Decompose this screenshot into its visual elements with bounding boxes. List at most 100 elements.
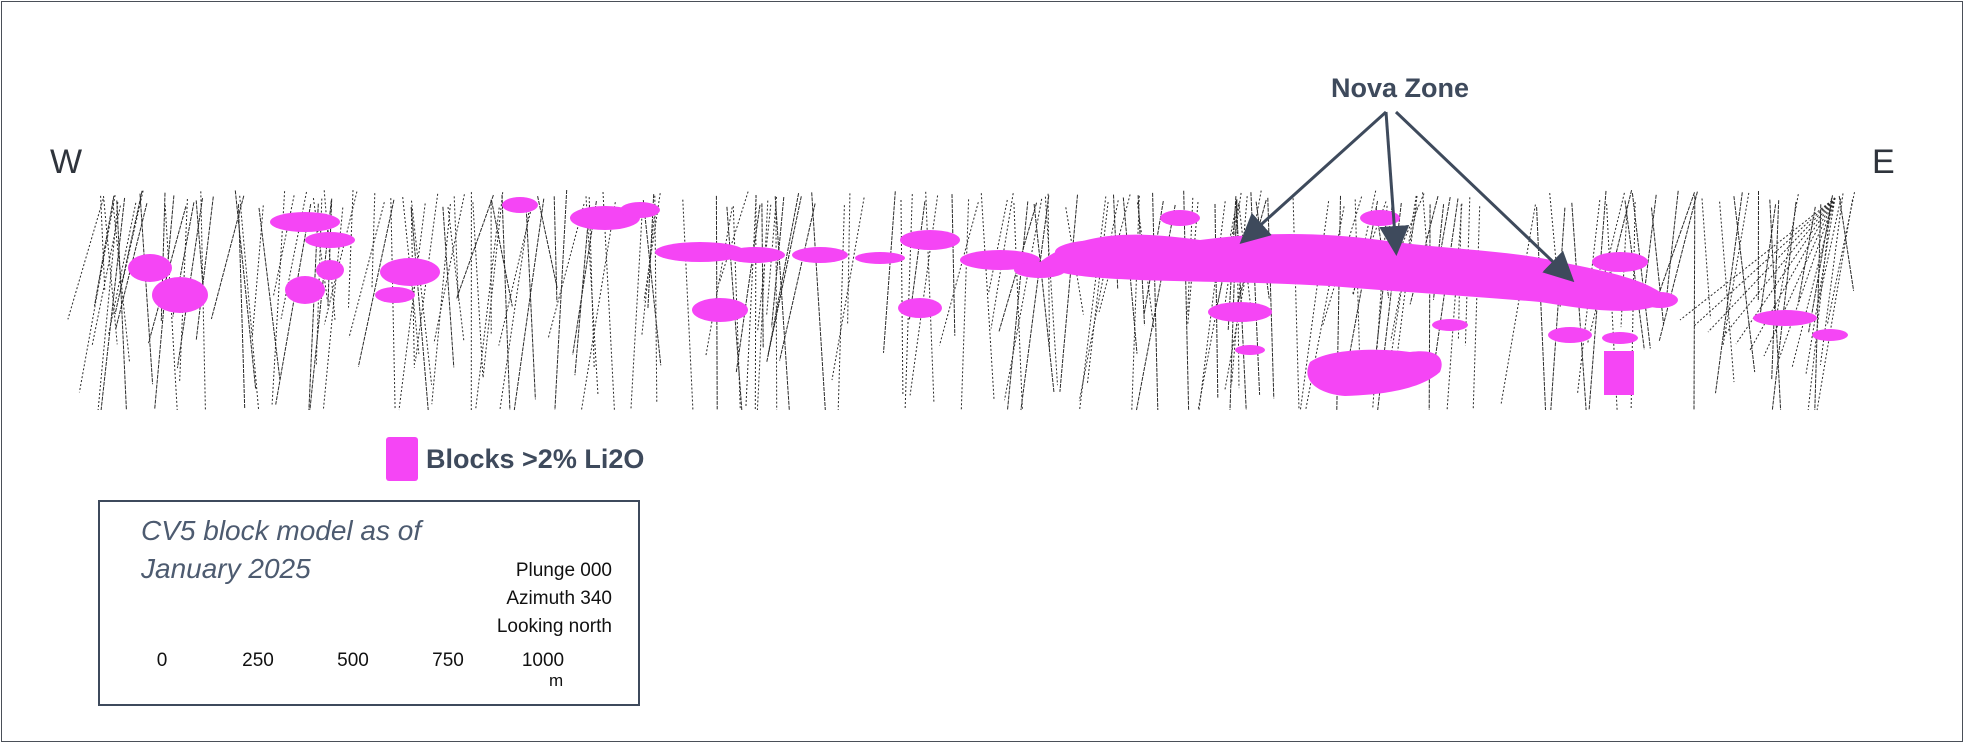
drillhole-trace — [97, 201, 119, 411]
drillhole-trace — [234, 190, 257, 390]
drillhole-trace — [1292, 194, 1300, 411]
drillhole-trace — [475, 207, 500, 411]
drillhole-trace — [410, 206, 415, 368]
drillhole-trace — [431, 204, 451, 405]
azimuth-label: Azimuth 340 — [506, 588, 612, 609]
drillhole-trace — [1136, 204, 1176, 411]
drillhole-trace — [553, 196, 558, 302]
drillhole-trace — [258, 207, 281, 380]
drillhole-trace — [537, 195, 558, 289]
drillhole-trace — [1818, 198, 1842, 303]
drillhole-trace — [525, 198, 536, 400]
drillhole-trace — [455, 194, 494, 300]
scale-tick-label: 500 — [337, 650, 369, 671]
drillhole-trace — [1078, 200, 1119, 402]
drillhole-trace — [1763, 197, 1836, 357]
drillhole-trace — [1807, 198, 1832, 411]
drillhole-trace — [433, 194, 465, 344]
drillhole-trace — [1550, 207, 1566, 411]
drillhole-trace — [1791, 197, 1836, 369]
drillhole-trace — [1020, 195, 1050, 411]
drillhole-trace — [114, 190, 143, 315]
block-cluster — [1548, 327, 1592, 343]
drillhole-trace — [1624, 200, 1645, 350]
drillhole-trace — [1838, 195, 1855, 291]
drillhole-trace — [1760, 204, 1777, 313]
nova-arrow-right — [1394, 110, 1575, 283]
drillhole-trace — [442, 206, 455, 368]
drillhole-trace — [554, 189, 568, 411]
model-title-line-1: CV5 block model as of — [141, 515, 422, 546]
drillhole-trace — [323, 190, 336, 321]
drillhole-trace — [1224, 190, 1262, 391]
block-cluster — [285, 276, 325, 304]
scale-tick-label: 250 — [242, 650, 274, 671]
drillhole-trace — [547, 203, 585, 339]
drillhole-trace — [1446, 203, 1463, 411]
drillhole-trace — [410, 207, 429, 411]
drillhole-trace — [1658, 191, 1698, 342]
drillhole-trace — [883, 191, 896, 353]
drillhole-trace — [78, 195, 116, 393]
drillhole-trace — [1693, 195, 1696, 411]
drillhole-trace — [1007, 201, 1029, 411]
drillhole-trace — [779, 203, 816, 361]
legend-label: Blocks >2% Li2O — [426, 444, 645, 474]
drillhole-trace — [1679, 197, 1836, 321]
plunge-label: Plunge 000 — [515, 560, 612, 581]
drillhole-trace — [630, 202, 644, 411]
drillhole-trace — [980, 193, 995, 400]
drillhole-trace — [1187, 197, 1194, 315]
block-cluster — [1432, 319, 1468, 331]
drillhole-trace — [900, 199, 904, 396]
drillhole-trace — [103, 196, 118, 345]
drillhole-trace — [1693, 197, 1836, 327]
drillhole-trace — [1722, 192, 1750, 347]
drillhole-trace — [1354, 199, 1361, 372]
drillhole-trace — [1472, 206, 1481, 411]
drillhole-trace — [482, 192, 504, 380]
drillhole-trace — [100, 197, 126, 411]
drillhole-trace — [1657, 192, 1695, 298]
block-cluster — [692, 298, 748, 322]
nova-zone-label: Nova Zone — [1330, 73, 1470, 103]
drillhole-trace — [682, 199, 694, 411]
drillhole-trace — [774, 196, 790, 411]
block-cluster — [900, 230, 960, 250]
block-cluster — [725, 247, 785, 263]
east-direction-label: E — [1872, 143, 1895, 181]
drillhole-trace — [735, 204, 761, 373]
lower-lens-blocks — [1307, 349, 1442, 396]
scale-tick-label: 0 — [156, 650, 168, 671]
drillhole-trace — [1707, 197, 1836, 333]
nova-zone-blocks — [1040, 234, 1670, 311]
drillhole-trace — [1797, 206, 1816, 303]
drillhole-trace — [1231, 196, 1248, 385]
drillhole-trace — [398, 203, 426, 411]
block-cluster — [792, 247, 848, 263]
block-cluster — [1235, 345, 1265, 355]
block-column — [1604, 351, 1634, 395]
drillhole-trace — [94, 195, 115, 306]
drillhole-trace — [757, 204, 772, 331]
block-cluster — [502, 197, 538, 213]
block-cluster — [316, 260, 344, 280]
drillhole-trace — [1183, 190, 1190, 411]
drillhole-trace — [1771, 201, 1797, 410]
drillhole-trace — [951, 194, 956, 336]
drillhole-trace — [273, 195, 295, 296]
drillhole-trace — [1299, 201, 1330, 411]
nova-arrow-left — [1239, 110, 1388, 245]
scale-tick-label: 1000 — [521, 650, 565, 671]
drillhole-trace — [909, 195, 939, 396]
block-cluster — [1160, 210, 1200, 226]
drillhole-trace — [811, 192, 826, 411]
drillhole-trace — [139, 193, 154, 385]
drillhole-trace — [1735, 197, 1836, 345]
drillhole-trace — [581, 202, 616, 411]
drillhole-trace — [179, 198, 188, 383]
drillhole-trace — [499, 201, 531, 411]
drillhole-trace — [67, 198, 104, 320]
drillhole-trace — [1198, 201, 1226, 411]
drillhole-trace — [323, 191, 358, 325]
